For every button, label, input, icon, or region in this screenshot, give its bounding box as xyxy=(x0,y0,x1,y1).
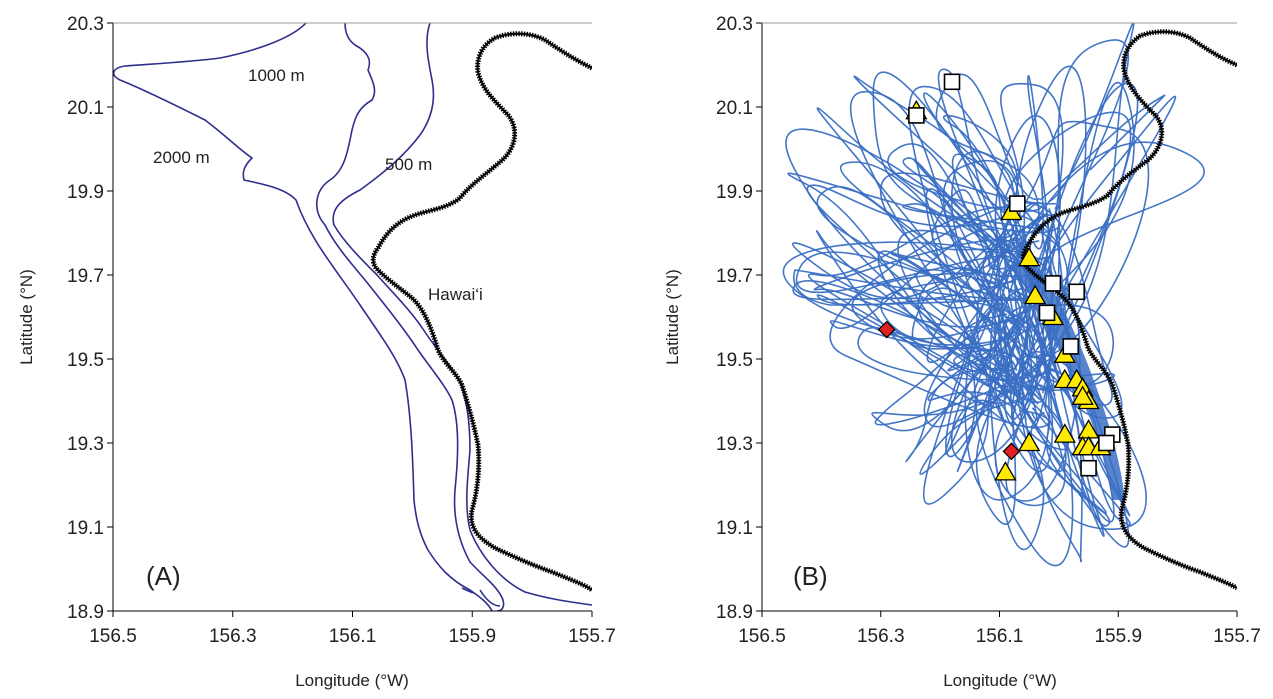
track-line xyxy=(1005,201,1113,406)
track-line xyxy=(880,226,1015,346)
panel-a-ticks: 156.5 156.3 156.1 155.9 155.7 20.3 20.1 19.9 19.… xyxy=(67,14,616,647)
x-tick-label: 156.5 xyxy=(89,626,137,647)
square-marker xyxy=(1098,434,1115,452)
contour-fragment xyxy=(479,589,501,607)
track-line xyxy=(956,205,1058,473)
diamond-marker xyxy=(1002,442,1021,461)
y-tick-label: 20.3 xyxy=(67,14,104,35)
diamond-marker xyxy=(877,320,896,339)
contour-label-2000m: 2000 m xyxy=(153,148,210,167)
triangle-marker xyxy=(1018,431,1041,452)
y-tick-label: 19.5 xyxy=(67,350,104,371)
track-line xyxy=(1005,266,1081,502)
track-line xyxy=(787,172,1062,353)
panel-b: 156.5 156.3 156.1 155.9 155.7 20.3 20.1 19.9 19.… xyxy=(663,14,1261,690)
square-marker xyxy=(943,73,961,91)
x-tick-label: 156.5 xyxy=(738,626,786,647)
track-line xyxy=(925,188,1052,384)
y-tick-label: 19.1 xyxy=(67,518,104,539)
triangle-marker xyxy=(1053,423,1076,443)
panel-a-map xyxy=(113,23,592,611)
triangle-marker xyxy=(1018,246,1041,267)
track-line xyxy=(887,143,1042,250)
panel-b-xlabel: Longitude (°W) xyxy=(943,671,1057,690)
contour-1000m xyxy=(316,23,505,611)
x-tick-label: 156.3 xyxy=(857,626,905,647)
y-tick-label: 19.7 xyxy=(67,266,104,287)
track-line xyxy=(1039,94,1166,201)
panel-a-ylabel: Latitude (°N) xyxy=(17,269,36,365)
y-tick-label: 19.9 xyxy=(67,182,104,203)
panel-b-ticks: 156.5 156.3 156.1 155.9 155.7 20.3 20.1 19.9 19.… xyxy=(716,14,1261,647)
track-line xyxy=(1022,120,1150,359)
track-line xyxy=(857,326,1047,424)
triangle-marker xyxy=(994,461,1017,481)
y-tick-label: 19.7 xyxy=(716,266,753,287)
y-tick-label: 19.9 xyxy=(716,182,753,203)
track-line xyxy=(975,236,1028,525)
x-tick-label: 156.1 xyxy=(976,626,1024,647)
y-tick-label: 20.1 xyxy=(716,98,753,119)
track-line xyxy=(850,90,1039,405)
y-tick-label: 19.3 xyxy=(67,434,104,455)
x-tick-label: 156.3 xyxy=(209,626,257,647)
track-line xyxy=(989,262,1045,551)
panel-a-label: (A) xyxy=(146,561,181,591)
track-line xyxy=(815,230,1009,409)
panel-a: 156.5 156.3 156.1 155.9 155.7 20.3 20.1 19.9 19.… xyxy=(17,14,616,690)
contour-fragment-2 xyxy=(461,587,475,594)
panel-b-ylabel: Latitude (°N) xyxy=(663,269,682,365)
track-line xyxy=(813,239,1025,328)
square-marker xyxy=(1009,195,1026,212)
track-line xyxy=(1023,239,1111,527)
y-tick-label: 20.3 xyxy=(716,14,753,35)
x-tick-label: 155.7 xyxy=(1213,626,1261,647)
contour-label-1000m: 1000 m xyxy=(248,66,305,85)
tracks xyxy=(782,23,1205,567)
track-line xyxy=(793,269,1031,306)
track-line xyxy=(807,205,1048,411)
track-line xyxy=(976,241,1054,472)
square-marker xyxy=(1080,459,1097,477)
panel-b-label: (B) xyxy=(793,561,828,591)
y-tick-label: 20.1 xyxy=(67,98,104,119)
square-marker xyxy=(1044,275,1062,292)
x-tick-label: 155.9 xyxy=(448,626,496,647)
y-tick-label: 18.9 xyxy=(716,602,753,623)
track-line xyxy=(931,189,1054,280)
y-tick-label: 19.1 xyxy=(716,518,753,539)
track-line xyxy=(879,172,1056,349)
square-marker xyxy=(908,107,925,124)
coastline-a xyxy=(370,31,592,593)
y-tick-label: 18.9 xyxy=(67,602,104,623)
track-density-core xyxy=(1010,262,1125,500)
panel-b-map xyxy=(782,23,1237,591)
x-tick-label: 156.1 xyxy=(329,626,377,647)
triangle-marker xyxy=(1024,284,1047,305)
square-marker xyxy=(1062,338,1080,355)
track-line xyxy=(816,257,1036,392)
track-line xyxy=(1001,141,1205,305)
contour-500m xyxy=(332,23,592,606)
island-label: Hawai‘i xyxy=(428,285,483,304)
x-tick-label: 155.9 xyxy=(1094,626,1142,647)
contour-label-500m: 500 m xyxy=(385,155,432,174)
y-tick-label: 19.5 xyxy=(716,350,753,371)
panel-a-xlabel: Longitude (°W) xyxy=(295,671,409,690)
triangle-marker xyxy=(1071,385,1094,405)
square-marker xyxy=(1038,304,1056,322)
square-marker xyxy=(1068,283,1085,301)
x-tick-label: 155.7 xyxy=(568,626,616,647)
track-line xyxy=(935,73,1041,224)
markers xyxy=(877,73,1121,481)
track-line xyxy=(851,272,1046,348)
contour-2000m xyxy=(113,23,493,611)
track-line xyxy=(927,354,1018,410)
track-line xyxy=(1003,39,1130,429)
y-tick-label: 19.3 xyxy=(716,434,753,455)
